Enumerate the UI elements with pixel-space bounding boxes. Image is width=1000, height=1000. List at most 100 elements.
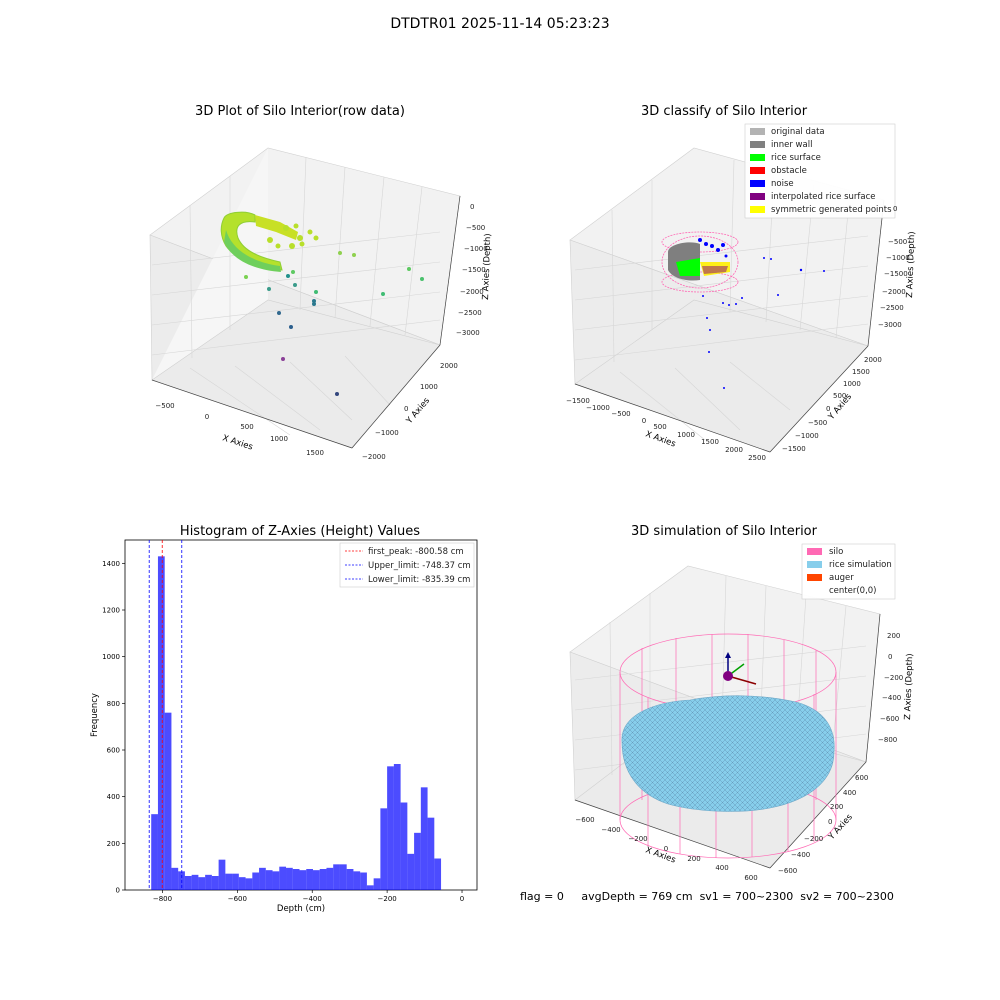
- simulation-xtick: 400: [715, 864, 728, 872]
- simulation-xtick: 200: [687, 855, 700, 863]
- classify-ztick: −2500: [880, 304, 904, 312]
- histogram-ytick-label: 1200: [102, 607, 120, 615]
- classify-ytick: 0: [826, 405, 830, 413]
- histogram-bar: [346, 869, 354, 890]
- simulation-ytick: 0: [828, 818, 832, 826]
- simulation-xtick: −200: [628, 835, 647, 843]
- status-avg-depth: avgDepth = 769 cm: [581, 890, 693, 903]
- classify-legend-label: obstacle: [771, 166, 807, 176]
- histogram-bar: [420, 787, 428, 890]
- classify-legend-label: interpolated rice surface: [771, 192, 876, 202]
- raw-xtick: 1500: [306, 449, 324, 457]
- histogram-bar: [319, 869, 327, 890]
- status-flag: flag = 0: [520, 890, 564, 903]
- auger-arrows: [723, 652, 757, 685]
- classify-ytick: 500: [833, 392, 846, 400]
- classify-ztick: −2000: [882, 288, 906, 296]
- histogram-bar: [245, 878, 253, 890]
- raw-3d-axes: [149, 147, 461, 449]
- simulation-xtick: 600: [744, 874, 757, 882]
- histogram-bar: [360, 872, 367, 890]
- histogram-xtick-label: −600: [228, 895, 247, 903]
- histogram-bar: [252, 872, 260, 890]
- classify-xtick: 0: [642, 417, 646, 425]
- rice-simulation-surface: [621, 695, 835, 812]
- raw-ztick: −500: [466, 224, 485, 232]
- histogram-ytick-label: 200: [107, 840, 120, 848]
- classify-xtick: −1500: [566, 397, 590, 405]
- classify-axis-ticks: −1500 −1000 −500 0 500 1000 1500 2000 25…: [566, 205, 910, 462]
- lower-limit-legend-label: Lower_limit: -835.39 cm: [368, 575, 470, 585]
- histogram-bar: [151, 814, 158, 890]
- simulation-ytick: −400: [791, 851, 810, 859]
- simulation-legend-swatch: [807, 574, 822, 581]
- simulation-legend-label: rice simulation: [829, 560, 892, 570]
- simulation-xlabel: X Axies: [644, 845, 677, 865]
- simulation-legend-swatch: [807, 561, 822, 568]
- simulation-ylabel: Y Axies: [826, 812, 855, 843]
- histogram-xlabel: Depth (cm): [277, 904, 325, 914]
- histogram-bar: [400, 802, 408, 890]
- simulation-ytick: −200: [804, 835, 823, 843]
- simulation-xtick: −600: [575, 816, 594, 824]
- classify-ztick: −500: [888, 238, 907, 246]
- classify-legend-label: symmetric generated points: [771, 205, 892, 215]
- histogram-ticks: −800 −600 −400 −200 0 0 200 400 600 800 1000 1200 14…: [102, 560, 464, 903]
- classify-ztick: 0: [893, 205, 897, 213]
- classify-point-cloud: [661, 231, 825, 389]
- status-line: flag = 0 avgDepth = 769 cm sv1 = 700~230…: [520, 890, 894, 903]
- raw-xtick: 0: [205, 413, 209, 421]
- histogram-ytick-label: 0: [116, 887, 120, 895]
- classify-ytick: −1000: [795, 432, 819, 440]
- simulation-ztick: −200: [884, 674, 903, 682]
- histogram-bar: [157, 556, 165, 890]
- classify-legend-swatch: [750, 180, 765, 187]
- raw-xtick: 500: [240, 423, 253, 431]
- histogram-bar: [427, 817, 435, 890]
- histogram-bar: [333, 864, 340, 890]
- classify-xtick: 500: [653, 423, 666, 431]
- histogram-ytick-label: 600: [107, 747, 120, 755]
- simulation-plot-title: 3D simulation of Silo Interior: [631, 524, 817, 539]
- histogram-bar: [232, 873, 239, 890]
- classify-ztick: −1500: [884, 270, 908, 278]
- classify-zlabel: Z Axies (Depth): [905, 231, 917, 298]
- classify-xlabel: X Axies: [644, 429, 677, 449]
- raw-ztick: −2000: [460, 288, 484, 296]
- histogram-bar: [366, 885, 374, 890]
- histogram-bar: [339, 864, 347, 890]
- simulation-ytick: 200: [830, 803, 843, 811]
- raw-ztick: 0: [470, 203, 474, 211]
- simulation-ytick: 400: [843, 789, 856, 797]
- histogram-ylabel: Frequency: [90, 693, 100, 737]
- histogram-bar: [414, 832, 421, 890]
- histogram-bar: [353, 871, 361, 890]
- raw-ztick: −2500: [458, 309, 482, 317]
- histogram-legend: first_peak: -800.58 cm Upper_limit: -748…: [339, 542, 475, 588]
- histogram-bar: [326, 867, 334, 890]
- histogram-bar: [272, 871, 280, 890]
- classify-legend-swatch: [750, 193, 765, 200]
- classify-legend-label: inner wall: [771, 140, 812, 150]
- status-sv2: sv2 = 700~2300: [800, 890, 894, 903]
- simulation-xtick: 0: [664, 845, 668, 853]
- histogram-bar: [387, 766, 394, 890]
- raw-plot-title: 3D Plot of Silo Interior(row data): [195, 104, 405, 119]
- histogram-bar: [380, 808, 388, 890]
- histogram-bar: [218, 859, 226, 890]
- classify-legend-swatch: [750, 206, 765, 213]
- raw-ztick: −1500: [462, 266, 486, 274]
- histogram-bar: [393, 764, 401, 890]
- classify-xtick: −1000: [586, 404, 610, 412]
- first-peak-legend-label: first_peak: -800.58 cm: [368, 547, 464, 557]
- histogram-bar: [164, 712, 172, 890]
- raw-axis-ticks: −500 0 500 1000 1500 −2000 −1000 0 1000 …: [155, 203, 487, 461]
- histogram-xtick-label: 0: [460, 895, 464, 903]
- classify-xtick: 2000: [725, 446, 743, 454]
- simulation-axis-ticks: −600 −400 −200 0 200 400 600 −600 −400 −…: [575, 632, 903, 882]
- classify-xtick: −500: [611, 410, 630, 418]
- simulation-ztick: −800: [878, 736, 897, 744]
- simulation-legend-label: silo: [829, 547, 843, 557]
- simulation-ztick: −400: [882, 694, 901, 702]
- histogram-bar: [286, 867, 293, 890]
